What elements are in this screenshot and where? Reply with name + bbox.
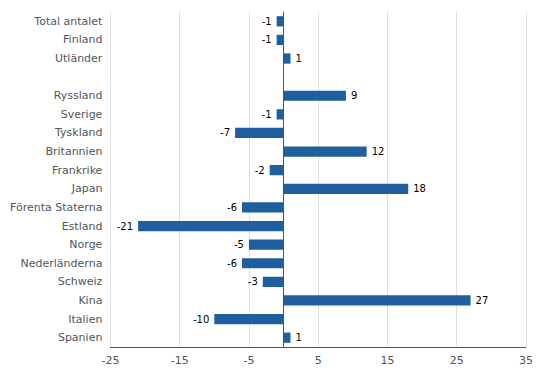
svg-text:Finland: Finland xyxy=(63,33,102,46)
svg-text:1: 1 xyxy=(295,53,301,64)
svg-text:-6: -6 xyxy=(227,258,237,269)
svg-text:Nederländerna: Nederländerna xyxy=(21,257,103,270)
svg-text:Tyskland: Tyskland xyxy=(54,126,102,139)
svg-text:-6: -6 xyxy=(227,202,237,213)
svg-text:-2: -2 xyxy=(255,165,265,176)
svg-text:-21: -21 xyxy=(117,221,133,232)
svg-text:18: 18 xyxy=(413,183,426,194)
svg-text:-1: -1 xyxy=(262,16,272,27)
svg-text:Total antalet: Total antalet xyxy=(33,15,103,28)
svg-text:15: 15 xyxy=(380,354,394,367)
svg-text:Norge: Norge xyxy=(69,238,102,251)
svg-text:-3: -3 xyxy=(248,276,258,287)
svg-text:Frankrike: Frankrike xyxy=(52,164,103,177)
svg-text:1: 1 xyxy=(295,332,301,343)
svg-text:Britannien: Britannien xyxy=(45,145,102,158)
svg-text:27: 27 xyxy=(476,295,489,306)
svg-text:Utländer: Utländer xyxy=(55,52,103,65)
svg-text:Sverige: Sverige xyxy=(61,108,103,121)
svg-text:-15: -15 xyxy=(171,354,189,367)
svg-text:Ryssland: Ryssland xyxy=(54,89,103,102)
svg-text:-7: -7 xyxy=(220,127,230,138)
svg-text:Kina: Kina xyxy=(78,294,102,307)
svg-text:-5: -5 xyxy=(234,239,244,250)
svg-text:-10: -10 xyxy=(193,314,209,325)
svg-text:5: 5 xyxy=(315,354,322,367)
svg-text:Spanien: Spanien xyxy=(58,331,103,344)
svg-text:-1: -1 xyxy=(262,34,272,45)
svg-text:Förenta Staterna: Förenta Staterna xyxy=(10,201,102,214)
svg-text:-1: -1 xyxy=(262,109,272,120)
svg-text:9: 9 xyxy=(351,90,357,101)
svg-text:Schweiz: Schweiz xyxy=(58,275,103,288)
svg-text:Japan: Japan xyxy=(71,182,103,195)
svg-text:Italien: Italien xyxy=(68,313,102,326)
svg-text:-5: -5 xyxy=(243,354,254,367)
svg-text:12: 12 xyxy=(372,146,385,157)
svg-text:25: 25 xyxy=(450,354,464,367)
svg-text:-25: -25 xyxy=(101,354,119,367)
svg-text:Estland: Estland xyxy=(62,220,103,233)
svg-text:35: 35 xyxy=(519,354,533,367)
